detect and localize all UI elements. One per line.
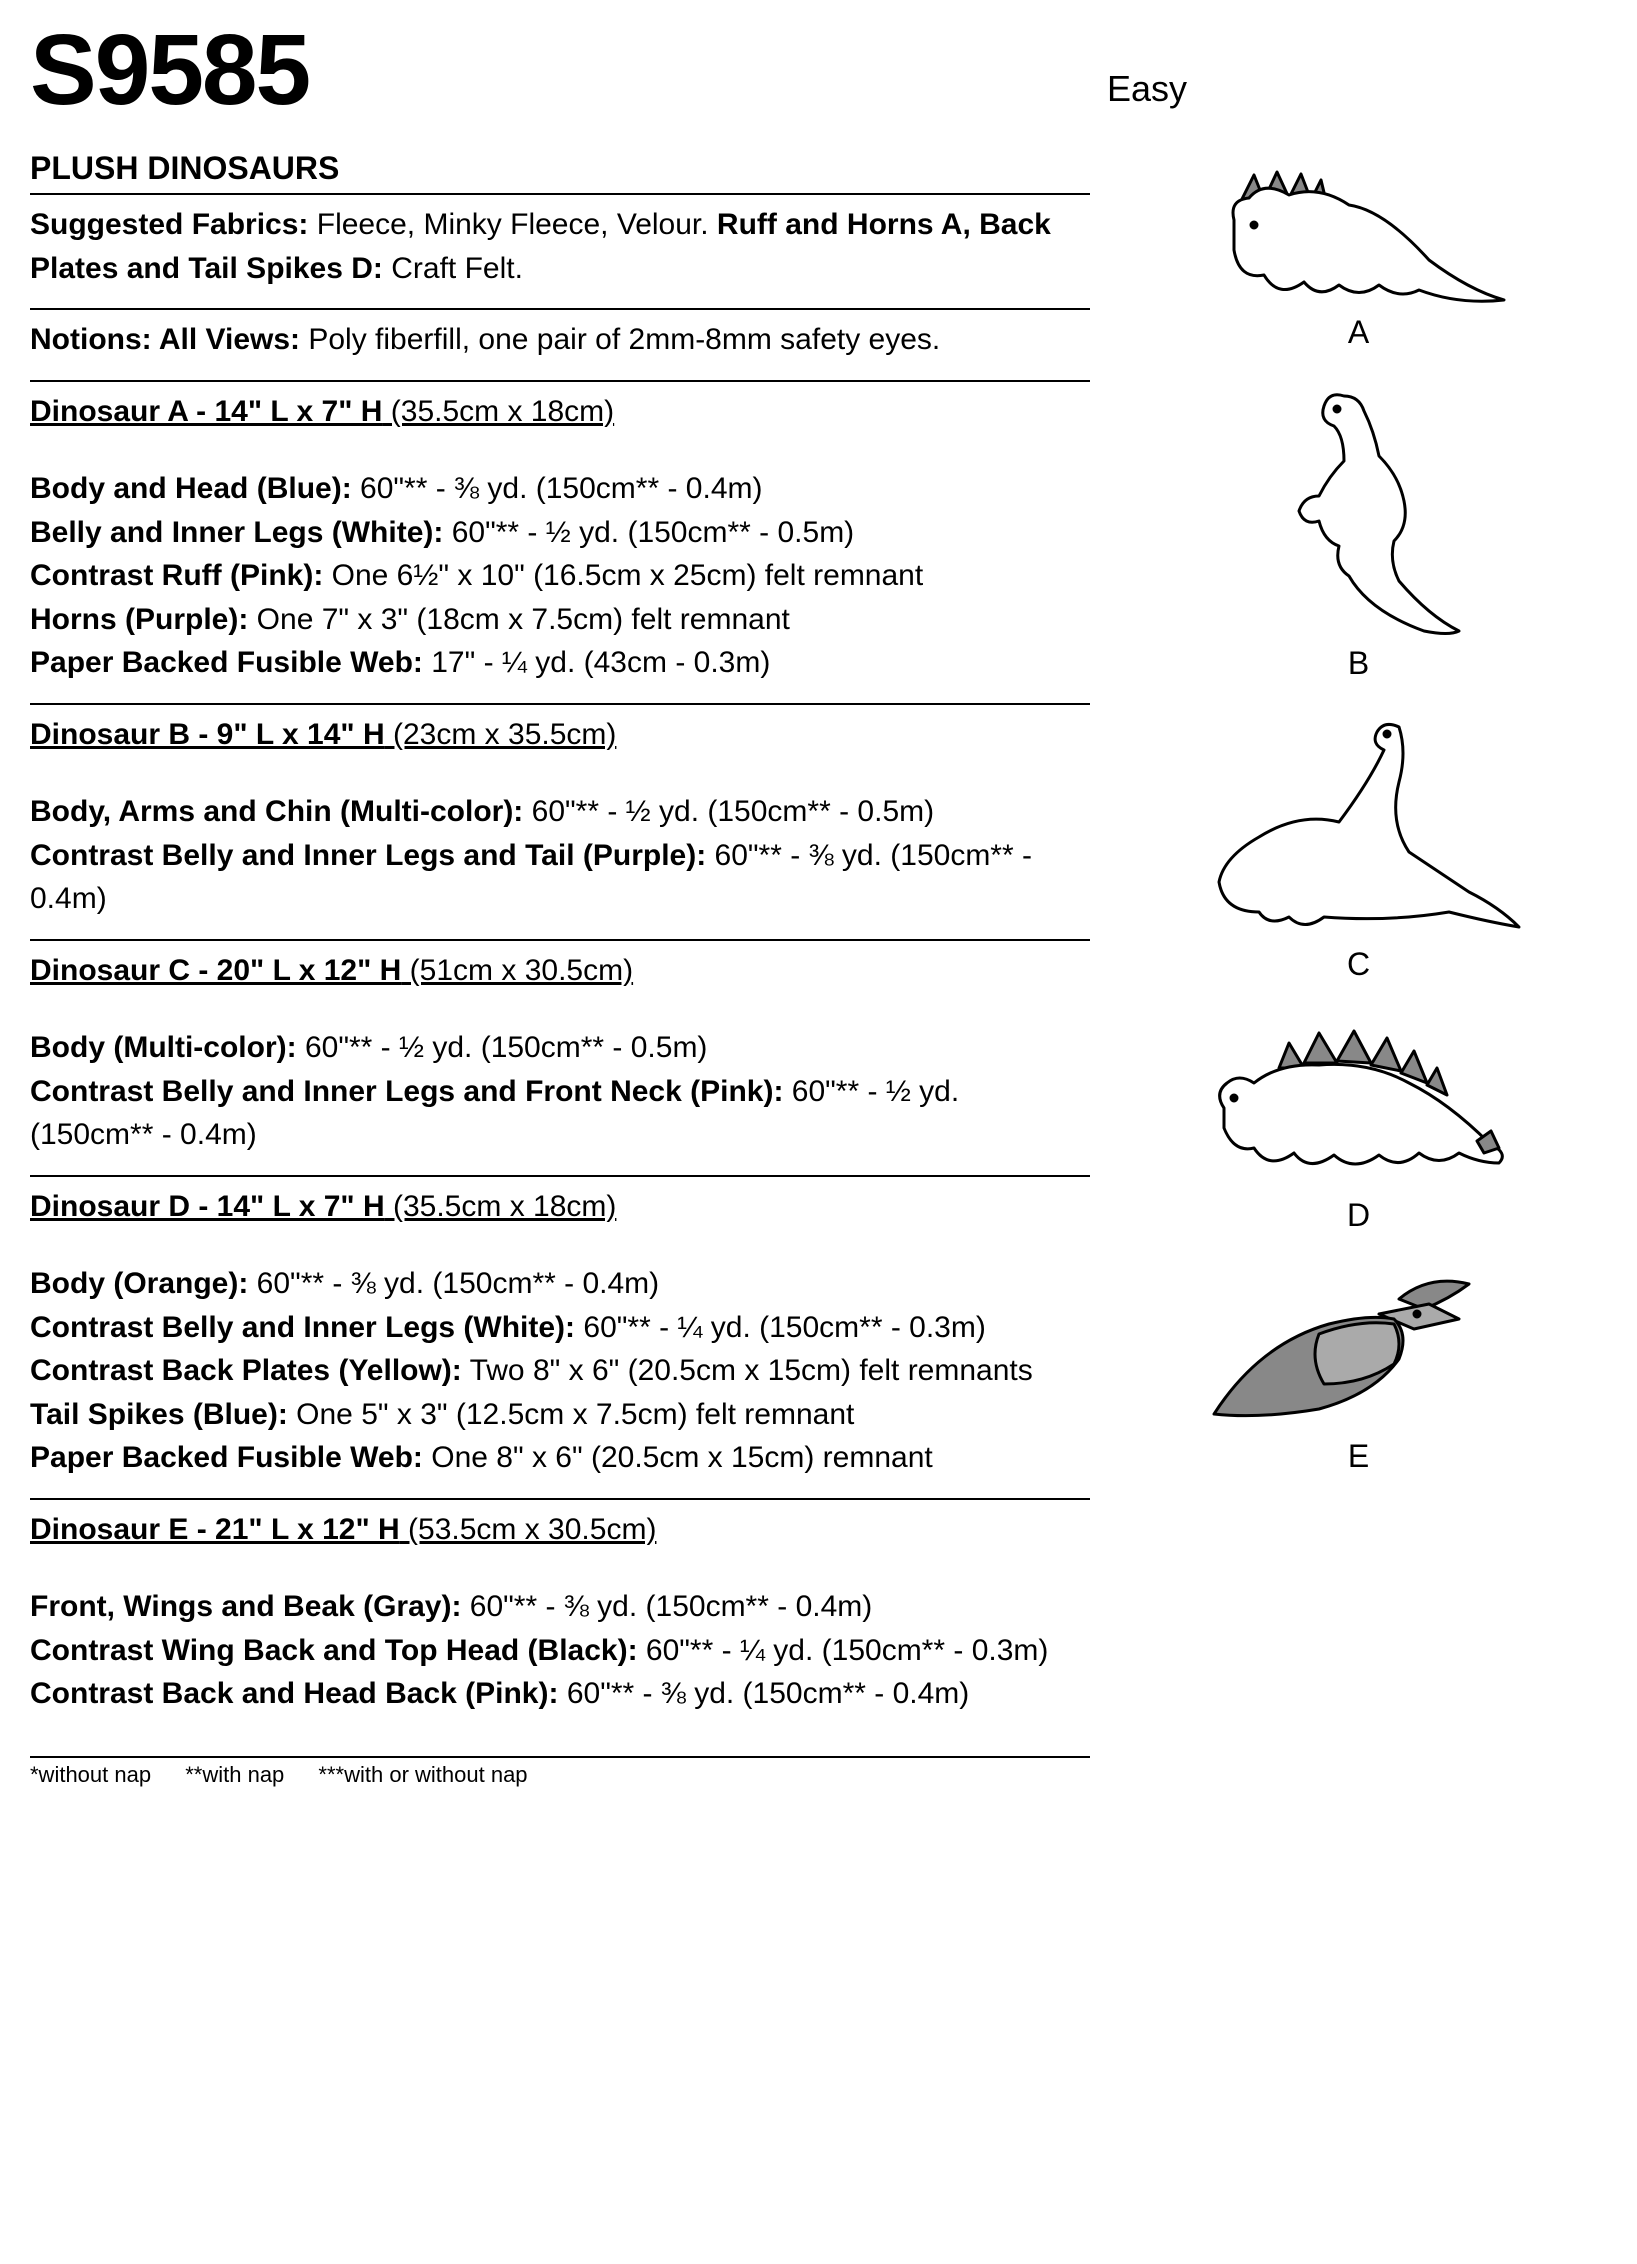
dino-c-line1: Body (Multi-color): 60"** - ½ yd. (150cm… — [30, 1026, 1090, 1070]
dino-d-l4b: Tail Spikes (Blue): — [30, 1398, 288, 1431]
dino-a-l3b: Contrast Ruff (Pink): — [30, 559, 323, 592]
dino-b-l1b: Body, Arms and Chin (Multi-color): — [30, 795, 523, 828]
dino-d-l1b: Body (Orange): — [30, 1267, 248, 1300]
fabrics-line: Suggested Fabrics: Fleece, Minky Fleece,… — [30, 203, 1090, 290]
footnote-a: *without nap — [30, 1762, 151, 1787]
footnote-c: ***with or without nap — [318, 1762, 527, 1787]
dino-a-l5b: Paper Backed Fusible Web: — [30, 646, 423, 679]
dino-a-label: A — [1110, 314, 1607, 351]
dino-d-l2b: Contrast Belly and Inner Legs (White): — [30, 1311, 575, 1344]
dino-e-head-bold: Dinosaur E - 21" L x 12" H — [30, 1513, 400, 1546]
dino-e-heading: Dinosaur E - 21" L x 12" H (53.5cm x 30.… — [30, 1508, 1090, 1552]
dino-e-l1b: Front, Wings and Beak (Gray): — [30, 1590, 461, 1623]
dino-d-icon — [1199, 1013, 1519, 1193]
dino-c-head-bold: Dinosaur C - 20" L x 12" H — [30, 954, 401, 987]
dino-b-heading: Dinosaur B - 9" L x 14" H (23cm x 35.5cm… — [30, 713, 1090, 757]
dino-d-l5b: Paper Backed Fusible Web: — [30, 1441, 423, 1474]
dino-e-head-rest: (53.5cm x 30.5cm) — [400, 1513, 657, 1546]
dino-e-l2t: 60"** - ¼ yd. (150cm** - 0.3m) — [638, 1634, 1049, 1667]
dino-d-l1t: 60"** - ⅜ yd. (150cm** - 0.4m) — [248, 1267, 659, 1300]
dino-e-l2b: Contrast Wing Back and Top Head (Black): — [30, 1634, 638, 1667]
dino-c-l1b: Body (Multi-color): — [30, 1031, 297, 1064]
dino-a-l1b: Body and Head (Blue): — [30, 472, 352, 505]
dino-d-l4t: One 5" x 3" (12.5cm x 7.5cm) felt remnan… — [288, 1398, 855, 1431]
dino-a-icon — [1209, 150, 1509, 310]
fabrics-extra-text: Craft Felt. — [383, 252, 523, 285]
dino-e-label: E — [1110, 1438, 1607, 1475]
notions-label: Notions: All Views: — [30, 323, 300, 356]
dino-d-l3b: Contrast Back Plates (Yellow): — [30, 1354, 462, 1387]
dino-d-line2: Contrast Belly and Inner Legs (White): 6… — [30, 1306, 1090, 1350]
dino-b-l1t: 60"** - ½ yd. (150cm** - 0.5m) — [523, 795, 934, 828]
dino-a-head-rest: (35.5cm x 18cm) — [382, 395, 614, 428]
notions-line: Notions: All Views: Poly fiberfill, one … — [30, 318, 1090, 362]
dino-b-head-rest: (23cm x 35.5cm) — [385, 718, 617, 751]
dino-b-line2: Contrast Belly and Inner Legs and Tail (… — [30, 834, 1090, 921]
dino-d-head-rest: (35.5cm x 18cm) — [385, 1190, 617, 1223]
product-title: PLUSH DINOSAURS — [30, 145, 1090, 191]
dino-e-line1: Front, Wings and Beak (Gray): 60"** - ⅜ … — [30, 1585, 1090, 1629]
dino-a-l5t: 17" - ¼ yd. (43cm - 0.3m) — [423, 646, 770, 679]
dino-c-heading: Dinosaur C - 20" L x 12" H (51cm x 30.5c… — [30, 949, 1090, 993]
dino-a-line5: Paper Backed Fusible Web: 17" - ¼ yd. (4… — [30, 641, 1090, 685]
dino-d-line3: Contrast Back Plates (Yellow): Two 8" x … — [30, 1349, 1090, 1393]
dino-e-line3: Contrast Back and Head Back (Pink): 60"*… — [30, 1672, 1090, 1716]
difficulty-label: Easy — [1107, 68, 1187, 110]
dino-e-l3t: 60"** - ⅜ yd. (150cm** - 0.4m) — [558, 1677, 969, 1710]
dino-c-l2b: Contrast Belly and Inner Legs and Front … — [30, 1075, 783, 1108]
dino-b-head-bold: Dinosaur B - 9" L x 14" H — [30, 718, 385, 751]
fabrics-text: Fleece, Minky Fleece, Velour. — [308, 208, 717, 241]
dino-b-line1: Body, Arms and Chin (Multi-color): 60"**… — [30, 790, 1090, 834]
dino-d-l2t: 60"** - ¼ yd. (150cm** - 0.3m) — [575, 1311, 986, 1344]
dino-d-line4: Tail Spikes (Blue): One 5" x 3" (12.5cm … — [30, 1393, 1090, 1437]
dino-a-l2b: Belly and Inner Legs (White): — [30, 516, 443, 549]
dino-a-head-bold: Dinosaur A - 14" L x 7" H — [30, 395, 382, 428]
fabrics-label: Suggested Fabrics: — [30, 208, 308, 241]
dino-c-l1t: 60"** - ½ yd. (150cm** - 0.5m) — [297, 1031, 708, 1064]
dino-c-icon — [1189, 712, 1529, 942]
dino-a-l4t: One 7" x 3" (18cm x 7.5cm) felt remnant — [248, 603, 790, 636]
dino-e-l3b: Contrast Back and Head Back (Pink): — [30, 1677, 558, 1710]
dino-d-label: D — [1110, 1197, 1607, 1234]
dino-a-l2t: 60"** - ½ yd. (150cm** - 0.5m) — [443, 516, 854, 549]
dino-d-line5: Paper Backed Fusible Web: One 8" x 6" (2… — [30, 1436, 1090, 1480]
dino-a-line3: Contrast Ruff (Pink): One 6½" x 10" (16.… — [30, 554, 1090, 598]
dino-d-l5t: One 8" x 6" (20.5cm x 15cm) remnant — [423, 1441, 933, 1474]
dino-d-line1: Body (Orange): 60"** - ⅜ yd. (150cm** - … — [30, 1262, 1090, 1306]
dino-b-l2b: Contrast Belly and Inner Legs and Tail (… — [30, 839, 706, 872]
dino-a-heading: Dinosaur A - 14" L x 7" H (35.5cm x 18cm… — [30, 390, 1090, 434]
pattern-number: S9585 — [30, 20, 309, 120]
dino-e-l1t: 60"** - ⅜ yd. (150cm** - 0.4m) — [461, 1590, 872, 1623]
footnote-b: **with nap — [185, 1762, 284, 1787]
dino-e-line2: Contrast Wing Back and Top Head (Black):… — [30, 1629, 1090, 1673]
dino-d-l3t: Two 8" x 6" (20.5cm x 15cm) felt remnant… — [462, 1354, 1033, 1387]
dino-b-label: B — [1110, 645, 1607, 682]
dino-d-head-bold: Dinosaur D - 14" L x 7" H — [30, 1190, 385, 1223]
dino-c-line2: Contrast Belly and Inner Legs and Front … — [30, 1070, 1090, 1157]
dino-b-icon — [1249, 381, 1469, 641]
dino-a-l3t: One 6½" x 10" (16.5cm x 25cm) felt remna… — [323, 559, 923, 592]
dino-a-line1: Body and Head (Blue): 60"** - ⅜ yd. (150… — [30, 467, 1090, 511]
dino-e-icon — [1199, 1264, 1519, 1434]
dino-a-l1t: 60"** - ⅜ yd. (150cm** - 0.4m) — [352, 472, 763, 505]
footnote: *without nap **with nap ***with or witho… — [30, 1756, 1090, 1788]
notions-text: Poly fiberfill, one pair of 2mm-8mm safe… — [300, 323, 940, 356]
dino-a-l4b: Horns (Purple): — [30, 603, 248, 636]
dino-a-line4: Horns (Purple): One 7" x 3" (18cm x 7.5c… — [30, 598, 1090, 642]
dino-a-line2: Belly and Inner Legs (White): 60"** - ½ … — [30, 511, 1090, 555]
dino-c-label: C — [1110, 946, 1607, 983]
dino-d-heading: Dinosaur D - 14" L x 7" H (35.5cm x 18cm… — [30, 1185, 1090, 1229]
dino-c-head-rest: (51cm x 30.5cm) — [401, 954, 633, 987]
